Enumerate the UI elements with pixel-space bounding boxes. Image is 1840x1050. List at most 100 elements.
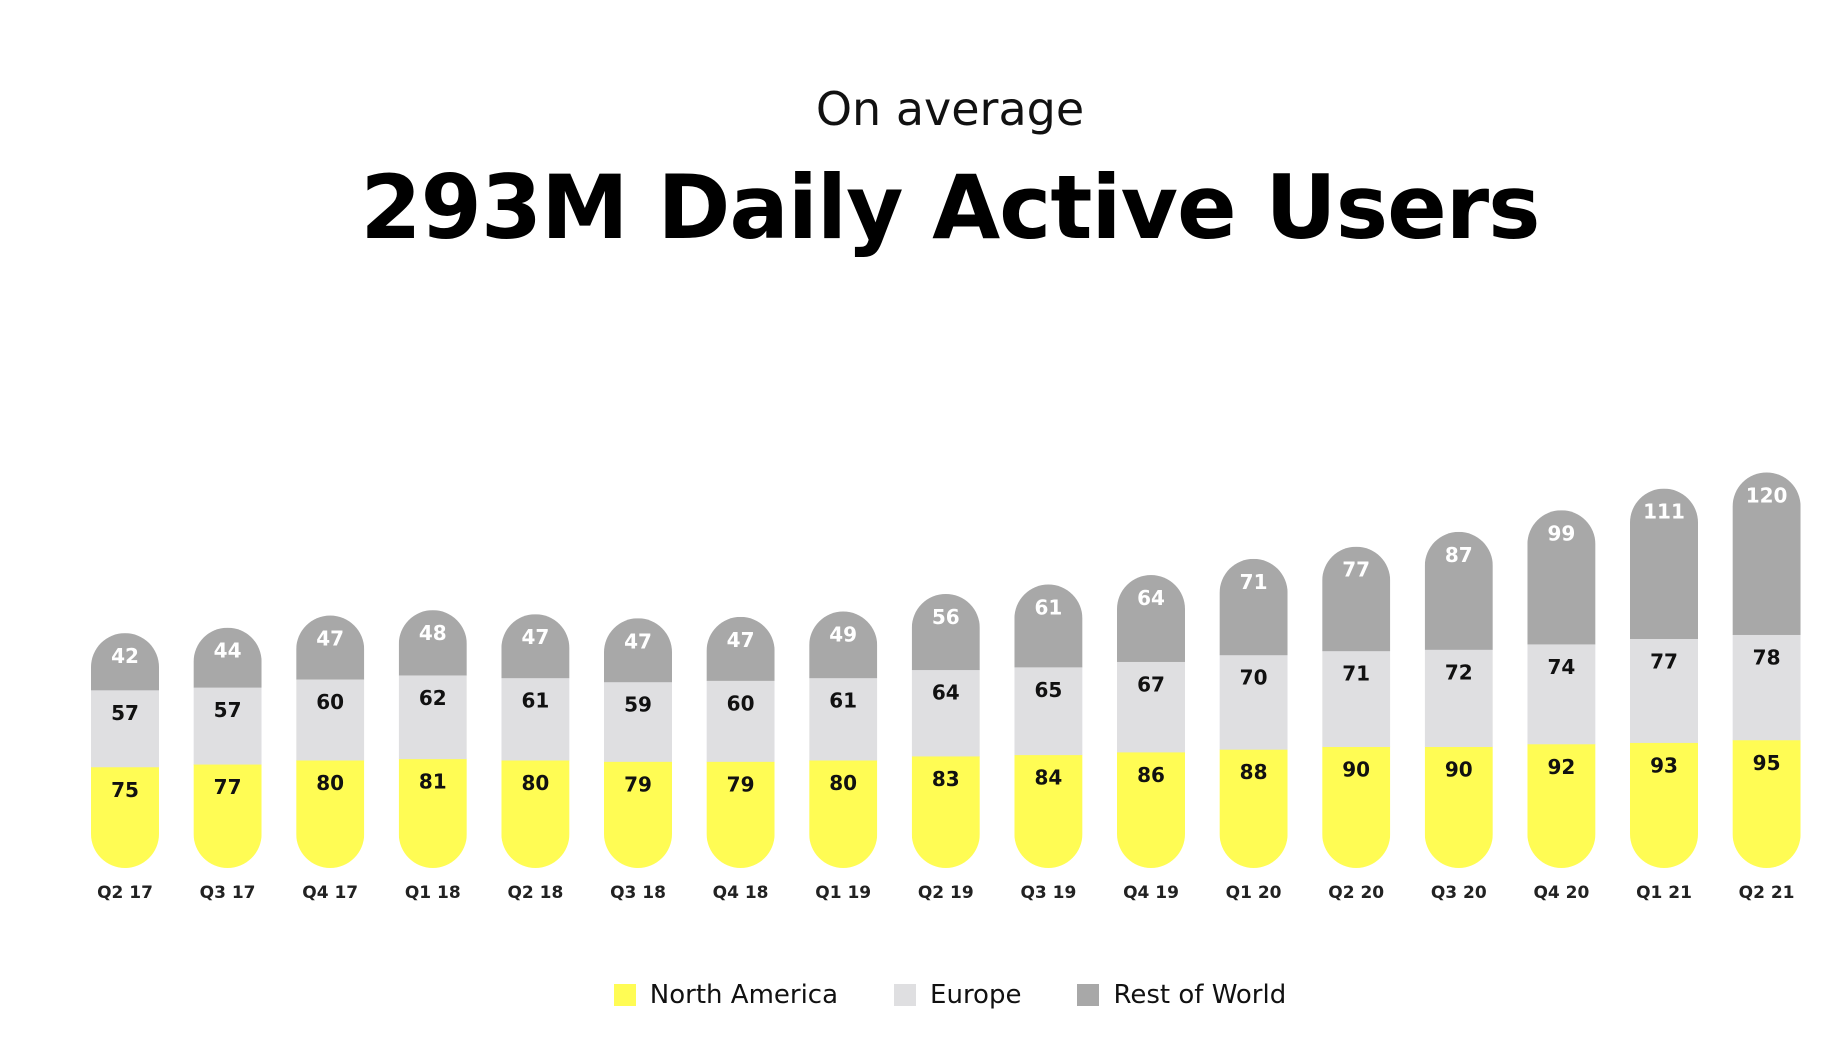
x-tick-label: Q2 19 (918, 883, 974, 903)
data-label: 77 (214, 775, 242, 799)
bar-q2-19 (911, 593, 980, 868)
x-tick-label: Q1 21 (1636, 883, 1692, 903)
x-tick-label: Q3 19 (1020, 883, 1076, 903)
bar-segment-europe (1527, 643, 1596, 745)
chart-title: 293M Daily Active Users (360, 156, 1540, 259)
data-label: 49 (829, 623, 857, 647)
legend-item-europe: Europe (894, 980, 1021, 1010)
x-tick-label: Q3 20 (1431, 883, 1487, 903)
data-label: 78 (1753, 645, 1781, 669)
data-label: 44 (214, 639, 242, 663)
data-label: 59 (624, 693, 652, 717)
data-label: 87 (1445, 543, 1473, 567)
bar-segment-north-america (193, 764, 262, 869)
data-label: 47 (727, 628, 755, 652)
legend-label: Rest of World (1113, 980, 1287, 1010)
data-label: 88 (1240, 760, 1268, 784)
bar-q2-21 (1732, 472, 1801, 868)
x-tick-label: Q4 17 (302, 883, 358, 903)
data-label: 80 (521, 771, 549, 795)
bar-segment-north-america (706, 761, 775, 869)
legend-swatch (1077, 984, 1100, 1006)
bar-segment-europe (398, 674, 467, 760)
legend: North America Europe Rest of World (0, 980, 1840, 1010)
bar-q3-18 (604, 618, 672, 868)
bar-segment-europe (1424, 649, 1493, 747)
data-label: 86 (1137, 763, 1165, 787)
bar-segment-rest-of-world (91, 633, 159, 691)
bar-segment-europe (193, 687, 262, 765)
data-label: 77 (1650, 650, 1678, 674)
chart-subtitle: On average (815, 82, 1085, 136)
data-label: 64 (932, 681, 960, 705)
data-label: 61 (1034, 596, 1062, 620)
data-label: 83 (932, 767, 960, 791)
data-label: 80 (316, 771, 344, 795)
bar-segment-europe (1117, 661, 1185, 753)
bar-q4-19 (1117, 575, 1185, 868)
data-label: 75 (111, 778, 139, 802)
x-tick-label: Q3 17 (200, 883, 256, 903)
bar-q1-19 (809, 611, 878, 868)
bar-segment-north-america (1527, 743, 1596, 868)
data-label: 79 (727, 772, 755, 796)
bar-segment-rest-of-world (1219, 558, 1288, 656)
data-label: 84 (1034, 766, 1062, 790)
bar-segment-europe (296, 679, 365, 761)
data-label: 71 (1240, 570, 1268, 594)
bar-q1-20 (1219, 558, 1288, 868)
data-label: 99 (1547, 521, 1575, 545)
x-tick-label: Q2 18 (507, 883, 563, 903)
data-label: 111 (1643, 500, 1685, 524)
data-label: 57 (214, 698, 242, 722)
data-label: 93 (1650, 753, 1678, 777)
bar-segment-europe (604, 681, 672, 762)
data-label: 42 (111, 644, 139, 668)
bar-segment-rest-of-world (1527, 510, 1596, 645)
data-label: 64 (1137, 586, 1165, 610)
bar-segment-north-america (1219, 749, 1288, 868)
bar-segment-north-america (911, 755, 980, 868)
bar-segment-europe (809, 677, 878, 761)
bar-segment-north-america (1014, 754, 1083, 868)
x-tick-label: Q2 17 (97, 883, 153, 903)
bar-segment-north-america (1732, 739, 1801, 868)
bar-segment-north-america (1424, 746, 1493, 868)
bar-q3-17 (193, 627, 262, 869)
legend-swatch (613, 984, 636, 1006)
data-label: 56 (932, 605, 960, 629)
data-label: 95 (1753, 751, 1781, 775)
bars-group: 75 57 42 77 57 44 80 60 47 81 62 48 80 61 47 79 59 47 79 60… (91, 472, 1801, 869)
data-label: 47 (624, 629, 652, 653)
data-label: 90 (1342, 758, 1370, 782)
x-tick-label: Q1 19 (815, 883, 871, 903)
bar-segment-north-america (91, 766, 159, 868)
data-label: 92 (1547, 755, 1575, 779)
bar-q1-18 (398, 610, 467, 869)
data-label: 48 (419, 621, 447, 645)
data-label: 47 (316, 627, 344, 651)
data-label: 61 (521, 689, 549, 713)
data-label: 70 (1240, 666, 1268, 690)
bar-segment-north-america (1630, 742, 1698, 868)
legend-label: North America (649, 980, 839, 1010)
bar-segment-europe (1014, 666, 1083, 756)
data-label: 60 (316, 690, 344, 714)
x-tick-label: Q2 21 (1739, 883, 1795, 903)
bar-segment-rest-of-world (1732, 472, 1801, 635)
bar-segment-rest-of-world (398, 610, 467, 676)
bar-q4-20 (1527, 510, 1596, 868)
bar-q4-18 (706, 616, 775, 869)
bar-segment-rest-of-world (706, 616, 775, 681)
bar-q2-17 (91, 633, 159, 868)
bar-segment-europe (1219, 654, 1288, 750)
legend-item-rest-of-world: Rest of World (1077, 980, 1286, 1010)
data-label: 74 (1547, 655, 1575, 679)
x-tick-label: Q1 18 (405, 883, 461, 903)
legend-label: Europe (930, 980, 1022, 1010)
x-axis-ticks: Q2 17 Q3 17 Q4 17 Q1 18 Q2 18 Q3 18 Q4 18 Q1 19… (97, 883, 1794, 903)
data-label: 67 (1137, 672, 1165, 696)
bar-q1-21 (1630, 488, 1698, 868)
data-label: 71 (1342, 662, 1370, 686)
